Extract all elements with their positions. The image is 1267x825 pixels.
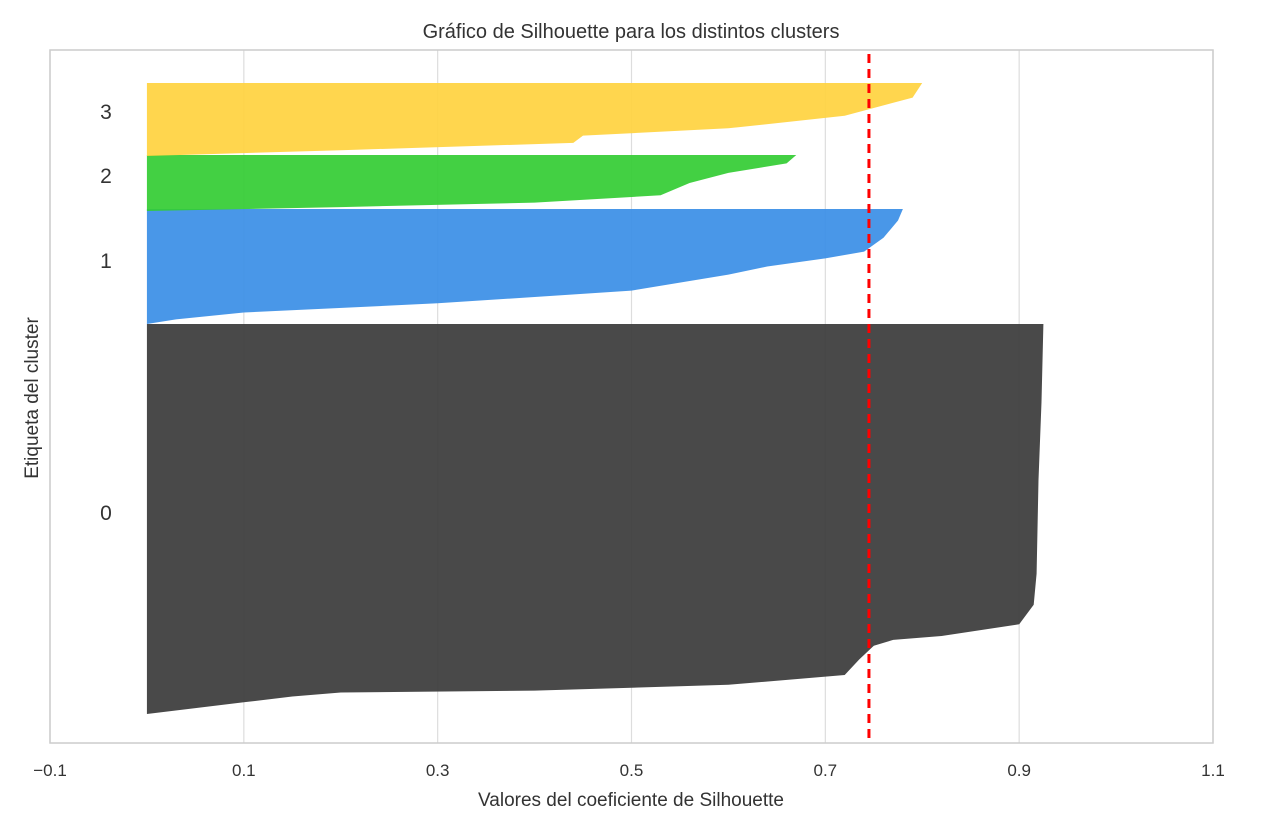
x-ticks: −0.1 0.1 0.3 0.5 0.7 0.9 1.1: [33, 761, 1225, 780]
cluster-label: 3: [100, 101, 112, 124]
silhouette-area-cluster-3: [146, 83, 923, 156]
x-tick-label: 0.9: [1007, 761, 1031, 780]
x-tick-label: 0.5: [620, 761, 644, 780]
cluster-labels: 0 1 2 3: [100, 101, 112, 525]
silhouette-area-cluster-2: [146, 155, 797, 211]
plot-frame: [49, 49, 1214, 744]
cluster-label: 2: [100, 165, 112, 188]
x-tick-label: 0.1: [232, 761, 256, 780]
chart-title: Gráfico de Silhouette para los distintos…: [423, 21, 840, 43]
cluster-label: 1: [100, 250, 112, 273]
x-tick-label: 0.7: [814, 761, 838, 780]
silhouette-areas: [146, 83, 1044, 714]
silhouette-area-cluster-1: [146, 209, 903, 324]
y-axis-label: Etiqueta del cluster: [22, 317, 43, 479]
x-tick-label: 0.3: [426, 761, 450, 780]
x-tick-label: −0.1: [33, 761, 67, 780]
silhouette-area-cluster-0: [146, 324, 1044, 714]
x-axis-label: Valores del coeficiente de Silhouette: [478, 790, 784, 811]
x-tick-label: 1.1: [1201, 761, 1225, 780]
cluster-label: 0: [100, 502, 112, 525]
